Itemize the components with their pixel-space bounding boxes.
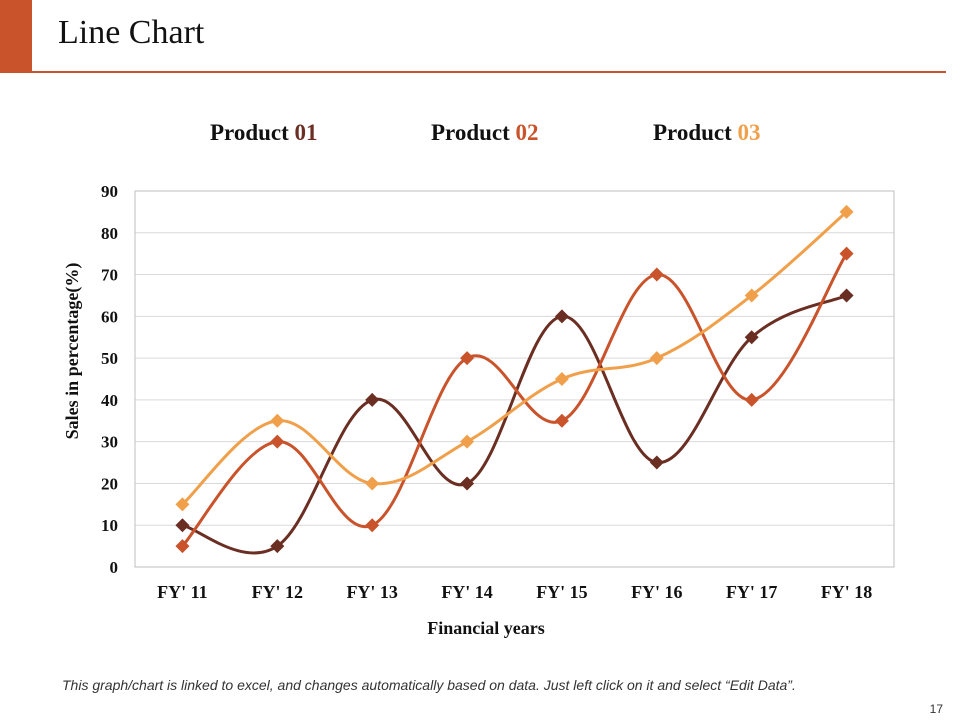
x-tick-label: FY' 14 [441,582,493,602]
data-point-product-02 [460,351,475,366]
x-tick-label: FY' 15 [536,582,588,602]
y-axis-ticks: 0 10 20 30 40 50 60 70 80 90 [101,182,118,577]
x-tick-label: FY' 18 [821,582,873,602]
y-axis-title: Sales in percentage(%) [62,263,83,440]
data-point-product-01 [175,518,190,533]
page-number: 17 [929,702,943,716]
data-point-product-01 [839,288,854,303]
plot-area-border [134,190,895,568]
legend-number: 01 [294,120,318,145]
legend-number: 02 [515,120,539,145]
data-point-product-03 [460,434,475,449]
data-point-product-01 [744,330,759,345]
y-tick-label: 90 [101,182,118,201]
data-point-product-01 [649,455,664,470]
data-point-product-02 [839,246,854,261]
data-point-product-03 [649,351,664,366]
data-point-product-02 [744,392,759,407]
data-point-product-02 [365,518,380,533]
data-point-product-03 [365,476,380,491]
gridlines [135,190,894,526]
data-point-product-02 [270,434,285,449]
title-divider [32,71,946,73]
data-point-product-01 [460,476,475,491]
y-tick-label: 20 [101,474,118,493]
x-axis-ticks: FY' 11 FY' 12 FY' 13 FY' 14 FY' 15 FY' 16 FY' … [157,582,872,602]
y-tick-label: 50 [101,349,118,368]
data-point-product-03 [175,497,190,512]
series-line-product-01 [181,294,848,555]
data-point-product-01 [554,309,569,324]
legend-item-product-01: Product 01 [210,120,318,146]
data-point-product-03 [839,204,854,219]
x-tick-label: FY' 16 [631,582,683,602]
footnote: This graph/chart is linked to excel, and… [62,677,796,693]
data-point-product-02 [554,413,569,428]
legend-item-product-03: Product 03 [653,120,761,146]
data-point-product-02 [175,539,190,554]
x-tick-label: FY' 17 [726,582,778,602]
x-tick-label: FY' 11 [157,582,208,602]
series-line-product-02 [181,252,848,548]
title-accent-bar [0,0,32,73]
data-point-product-02 [649,267,664,282]
series-lines [181,210,848,555]
data-point-product-03 [270,413,285,428]
series-markers [175,204,854,554]
y-tick-label: 60 [101,307,118,326]
y-tick-label: 70 [101,266,118,285]
data-point-product-01 [270,539,285,554]
x-axis-title: Financial years [427,618,545,638]
y-tick-label: 40 [101,391,118,410]
y-tick-label: 10 [101,516,118,535]
y-tick-label: 30 [101,433,118,452]
page-title: Line Chart [58,14,205,51]
legend-label: Product [653,120,738,145]
data-point-product-01 [365,392,380,407]
legend-number: 03 [737,120,761,145]
legend-item-product-02: Product 02 [431,120,539,146]
x-tick-label: FY' 13 [346,582,398,602]
legend-label: Product [431,120,516,145]
x-tick-label: FY' 12 [252,582,304,602]
data-point-product-03 [744,288,759,303]
legend-label: Product [210,120,295,145]
y-tick-label: 80 [101,224,118,243]
data-point-product-03 [554,372,569,386]
y-tick-label: 0 [110,558,119,577]
